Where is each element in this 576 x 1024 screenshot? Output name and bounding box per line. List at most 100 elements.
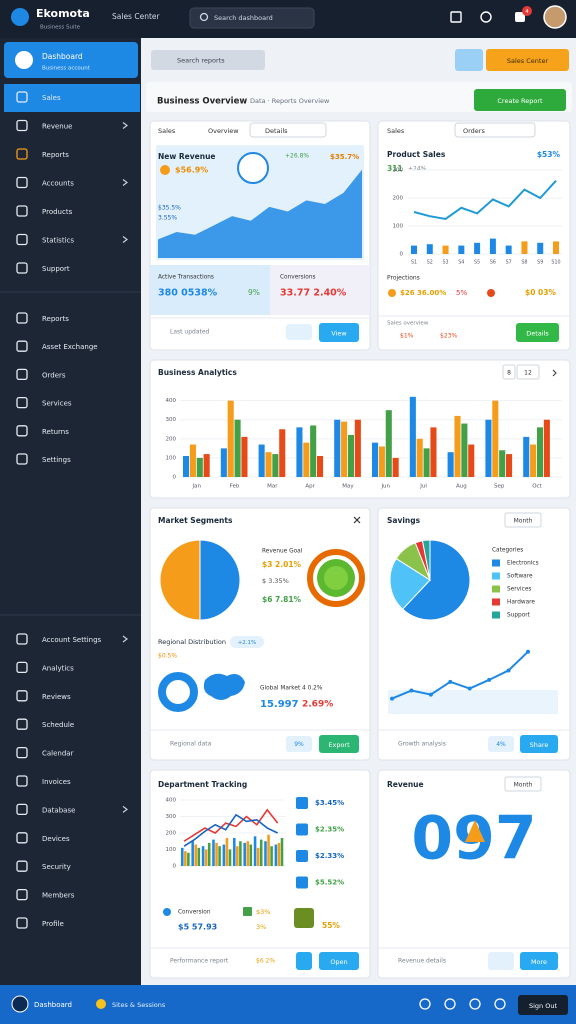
button[interactable] <box>319 735 359 753</box>
footer-value: $23% <box>440 333 457 340</box>
period[interactable] <box>504 512 542 528</box>
y-tick-label: 200 <box>166 436 177 442</box>
kpi: $53% <box>537 150 561 159</box>
search-placeholder[interactable]: Search dashboard <box>214 14 273 22</box>
button-label[interactable]: Export <box>328 741 350 749</box>
search-box[interactable] <box>189 7 315 29</box>
button-label[interactable]: Open <box>330 958 347 966</box>
card-title: Revenue <box>387 780 424 789</box>
bar <box>409 396 416 477</box>
nav-item[interactable]: Sales <box>42 94 61 102</box>
legend-swatch <box>492 585 500 593</box>
bar <box>430 427 437 477</box>
nav-item[interactable]: Members <box>42 892 75 900</box>
bar <box>423 448 430 477</box>
bottom-icon <box>419 998 431 1010</box>
goal-core <box>324 566 348 590</box>
button-label[interactable]: Sign Out <box>529 1002 557 1010</box>
footer-text: Revenue details <box>398 958 446 965</box>
nav-item[interactable]: Database <box>42 806 75 814</box>
point <box>390 696 394 701</box>
bar <box>183 456 190 477</box>
icon-button[interactable] <box>455 49 483 71</box>
nav-item[interactable]: Orders <box>42 371 66 379</box>
x-tick-label: S10 <box>551 260 560 266</box>
tab[interactable]: Overview <box>208 127 239 135</box>
button[interactable] <box>474 89 566 111</box>
nav-item[interactable]: Reports <box>42 151 69 159</box>
tab[interactable]: Orders <box>463 127 485 135</box>
tab[interactable]: Details <box>265 127 288 135</box>
conv-icon <box>163 908 171 916</box>
nav-item[interactable]: Account Settings <box>42 636 102 644</box>
bar <box>468 444 475 477</box>
bar <box>197 847 201 866</box>
x-tick-label: S1 <box>411 260 417 266</box>
button[interactable] <box>520 735 558 753</box>
nav-item[interactable]: Profile <box>42 920 64 928</box>
button-label[interactable]: Create Report <box>497 97 543 105</box>
button-label[interactable]: View <box>331 330 347 338</box>
y-tick-label: 100 <box>166 847 177 853</box>
card <box>377 120 571 351</box>
bar <box>258 444 265 477</box>
button-label[interactable]: Sales Center <box>507 57 549 65</box>
goal-value: $6 7.81% <box>262 595 302 604</box>
tab[interactable]: Sales <box>387 127 405 135</box>
nav-item[interactable]: Statistics <box>42 237 74 245</box>
nav-icon <box>16 832 28 844</box>
pie-slice <box>389 557 431 610</box>
close-icon[interactable] <box>353 516 361 524</box>
toolbar-search[interactable] <box>151 50 265 70</box>
button-label[interactable]: More <box>531 958 547 966</box>
nav-item[interactable]: Products <box>42 208 73 216</box>
bottom-icon <box>494 998 506 1010</box>
button-label[interactable]: Details <box>526 330 549 338</box>
nav-item[interactable]: Reports <box>42 315 69 323</box>
account-card <box>4 42 138 78</box>
nav-item[interactable]: Devices <box>42 835 70 843</box>
nav-item[interactable]: Settings <box>42 456 71 464</box>
filter-label[interactable]: 8 <box>507 370 511 377</box>
period-label[interactable]: Month <box>514 518 533 525</box>
nav-item[interactable]: Reviews <box>42 693 71 701</box>
nav-item[interactable]: Calendar <box>42 750 74 758</box>
nav-item[interactable]: Asset Exchange <box>42 343 98 351</box>
toolbar-search-text[interactable]: Search reports <box>177 57 225 65</box>
bar <box>279 429 286 477</box>
delta: +24% <box>408 166 427 173</box>
legend-label: Hardware <box>507 600 535 606</box>
button[interactable] <box>516 323 559 342</box>
stat-icon <box>296 823 308 836</box>
button[interactable] <box>520 952 558 970</box>
tab[interactable]: Sales <box>158 127 176 135</box>
nav-item[interactable]: Analytics <box>42 664 74 672</box>
button[interactable] <box>518 995 568 1015</box>
nav-item[interactable]: Accounts <box>42 180 74 188</box>
range-label[interactable]: 12 <box>524 370 532 377</box>
conv-value: 3% <box>256 923 266 931</box>
filter[interactable] <box>502 364 516 380</box>
period-label[interactable]: Month <box>514 782 533 789</box>
line <box>183 813 279 847</box>
goal-value: $3 2.01% <box>262 560 302 569</box>
bar <box>347 435 355 477</box>
button[interactable] <box>486 49 569 71</box>
icon-button[interactable] <box>286 324 312 340</box>
button[interactable] <box>319 952 359 970</box>
icon-button[interactable] <box>296 952 312 970</box>
nav-item[interactable]: Revenue <box>42 123 73 131</box>
nav-item[interactable]: Invoices <box>42 778 71 786</box>
nav-item[interactable]: Returns <box>42 428 69 436</box>
nav-icon <box>16 233 28 246</box>
button-label[interactable]: Share <box>530 741 549 749</box>
nav-item[interactable]: Security <box>42 863 71 871</box>
sub-title: Regional Distribution <box>158 638 226 646</box>
nav-item[interactable]: Services <box>42 400 72 408</box>
button[interactable] <box>319 323 359 342</box>
nav-item[interactable]: Support <box>42 265 70 273</box>
icon-button[interactable] <box>488 952 514 970</box>
nav-item[interactable]: Schedule <box>42 721 74 729</box>
period[interactable] <box>504 776 542 792</box>
range[interactable] <box>516 364 540 380</box>
